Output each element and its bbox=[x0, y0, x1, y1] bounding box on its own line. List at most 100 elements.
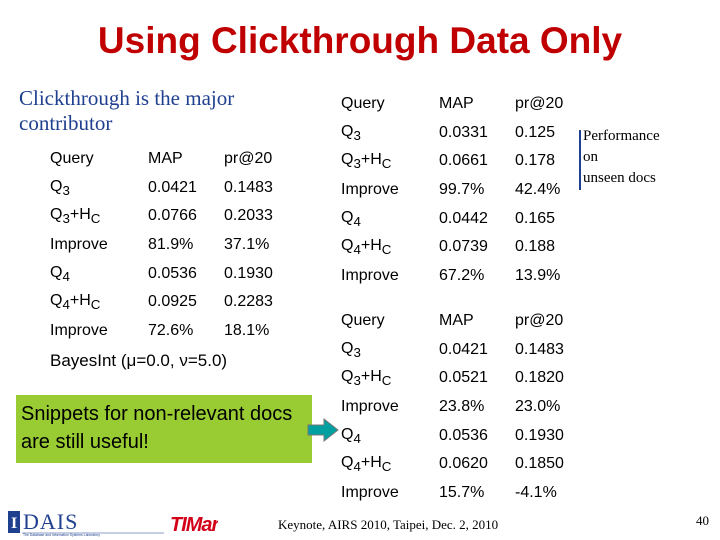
table-row: Improve 72.6% 18.1% bbox=[47, 317, 296, 346]
pr20-cell: 0.178 bbox=[515, 152, 556, 170]
table-row: Improve 81.9% 37.1% bbox=[47, 231, 296, 260]
pr20-cell: 0.1930 bbox=[224, 264, 273, 282]
query-cell: Q3 bbox=[341, 339, 361, 360]
right-results-table-top: Query MAP pr@20 Q3 0.0331 0.125 Q3+HC 0.0661 0.1… bbox=[338, 90, 587, 290]
map-cell: 0.0421 bbox=[148, 178, 197, 196]
table-header-cell: MAP bbox=[439, 95, 474, 113]
query-cell: Q4+HC bbox=[341, 454, 392, 475]
right-results-table-bottom: Query MAP pr@20 Q3 0.0421 0.1483 Q3+HC 0.0521 0.… bbox=[338, 307, 587, 507]
table-header-cell: pr@20 bbox=[515, 312, 564, 330]
table-header-cell: pr@20 bbox=[515, 95, 564, 113]
table-row: Q3+HC 0.0766 0.2033 bbox=[47, 202, 296, 231]
performance-line-2: on bbox=[583, 149, 598, 165]
pr20-cell: 0.1820 bbox=[515, 369, 564, 387]
performance-line-3: unseen docs bbox=[583, 170, 656, 186]
map-cell: 67.2% bbox=[439, 266, 485, 284]
table-row: Q3 0.0421 0.1483 bbox=[338, 336, 587, 365]
pr20-cell: 23.0% bbox=[515, 398, 561, 416]
bullet-text: Clickthrough is the major contributor bbox=[19, 86, 235, 135]
map-cell: 0.0521 bbox=[439, 369, 488, 387]
table-row: Q3+HC 0.0661 0.178 bbox=[338, 147, 587, 176]
query-cell: Q4+HC bbox=[341, 237, 392, 258]
map-cell: 0.0739 bbox=[439, 238, 488, 256]
slide-title: Using Clickthrough Data Only bbox=[97, 20, 623, 61]
callout-box: Snippets for non-relevant docs are still… bbox=[16, 395, 312, 463]
pr20-cell: -4.1% bbox=[515, 483, 557, 501]
pr20-cell: 0.125 bbox=[515, 123, 556, 141]
query-cell: Q4+HC bbox=[50, 292, 101, 313]
map-cell: 81.9% bbox=[148, 236, 194, 254]
query-cell: Improve bbox=[50, 321, 108, 339]
map-cell: 99.7% bbox=[439, 181, 485, 199]
table-header-row: Query MAP pr@20 bbox=[338, 307, 587, 336]
map-cell: 0.0536 bbox=[148, 264, 197, 282]
bayes-label: BayesInt (μ=0.0, ν=5.0) bbox=[50, 351, 228, 370]
query-cell: Improve bbox=[341, 483, 399, 501]
pr20-cell: 0.1483 bbox=[224, 178, 273, 196]
pr20-cell: 13.9% bbox=[515, 266, 561, 284]
dais-logo: I DAIS The Database and Information Syst… bbox=[8, 509, 164, 537]
table-row: Improve 67.2% 13.9% bbox=[338, 262, 587, 291]
table-header-row: Query MAP pr@20 bbox=[338, 90, 587, 119]
map-cell: 15.7% bbox=[439, 483, 485, 501]
pr20-cell: 0.1483 bbox=[515, 340, 564, 358]
pr20-cell: 42.4% bbox=[515, 181, 561, 199]
table-row: Improve 23.8% 23.0% bbox=[338, 393, 587, 422]
table-row: Q3 0.0331 0.125 bbox=[338, 119, 587, 148]
query-cell: Q4 bbox=[50, 263, 70, 284]
map-cell: 0.0442 bbox=[439, 209, 488, 227]
arrow-right-icon bbox=[307, 418, 339, 442]
query-cell: Improve bbox=[50, 236, 108, 254]
dais-caption: The Database and Information Systems Lab… bbox=[23, 533, 100, 537]
table-row: Q3 0.0421 0.1483 bbox=[47, 174, 296, 203]
table-row: Q4+HC 0.0620 0.1850 bbox=[338, 450, 587, 479]
query-cell: Improve bbox=[341, 398, 399, 416]
query-cell: Q3 bbox=[341, 122, 361, 143]
pr20-cell: 0.2283 bbox=[224, 293, 273, 311]
timan-logo: TIMan bbox=[170, 514, 218, 536]
map-cell: 0.0536 bbox=[439, 426, 488, 444]
table-row: Improve 15.7% -4.1% bbox=[338, 479, 587, 508]
map-cell: 0.0766 bbox=[148, 207, 197, 225]
query-cell: Q4 bbox=[341, 425, 361, 446]
query-cell: Q4 bbox=[341, 208, 361, 229]
pr20-cell: 0.2033 bbox=[224, 207, 273, 225]
page-number: 40 bbox=[696, 513, 709, 528]
table-header-row: Query MAP pr@20 bbox=[47, 145, 296, 174]
pr20-cell: 0.188 bbox=[515, 238, 556, 256]
svg-text:I: I bbox=[11, 515, 17, 532]
performance-line-1: Performance bbox=[583, 128, 660, 144]
table-row: Q4 0.0442 0.165 bbox=[338, 204, 587, 233]
table-header-cell: Query bbox=[50, 150, 94, 168]
query-cell: Improve bbox=[341, 181, 399, 199]
table-row: Improve 99.7% 42.4% bbox=[338, 176, 587, 205]
left-results-table: Query MAP pr@20 Q3 0.0421 0.1483 Q3+HC 0.0766 0.… bbox=[47, 145, 296, 345]
pr20-cell: 37.1% bbox=[224, 236, 270, 254]
query-cell: Improve bbox=[341, 266, 399, 284]
map-cell: 72.6% bbox=[148, 321, 194, 339]
table-header-cell: Query bbox=[341, 95, 385, 113]
table-header-cell: MAP bbox=[148, 150, 183, 168]
map-cell: 0.0661 bbox=[439, 152, 488, 170]
query-cell: Q3+HC bbox=[50, 206, 101, 227]
table-row: Q4 0.0536 0.1930 bbox=[47, 259, 296, 288]
query-cell: Q3 bbox=[50, 177, 70, 198]
map-cell: 0.0331 bbox=[439, 123, 488, 141]
table-header-cell: Query bbox=[341, 312, 385, 330]
map-cell: 23.8% bbox=[439, 398, 485, 416]
pr20-cell: 0.1850 bbox=[515, 455, 564, 473]
map-cell: 0.0925 bbox=[148, 293, 197, 311]
performance-bracket bbox=[579, 130, 581, 190]
table-row: Q4+HC 0.0925 0.2283 bbox=[47, 288, 296, 317]
query-cell: Q3+HC bbox=[341, 151, 392, 172]
query-cell: Q3+HC bbox=[341, 368, 392, 389]
pr20-cell: 18.1% bbox=[224, 321, 270, 339]
pr20-cell: 0.1930 bbox=[515, 426, 564, 444]
table-row: Q4 0.0536 0.1930 bbox=[338, 421, 587, 450]
table-header-cell: pr@20 bbox=[224, 150, 273, 168]
map-cell: 0.0421 bbox=[439, 340, 488, 358]
map-cell: 0.0620 bbox=[439, 455, 488, 473]
pr20-cell: 0.165 bbox=[515, 209, 556, 227]
footer-text: Keynote, AIRS 2010, Taipei, Dec. 2, 2010 bbox=[278, 517, 499, 532]
table-row: Q4+HC 0.0739 0.188 bbox=[338, 233, 587, 262]
